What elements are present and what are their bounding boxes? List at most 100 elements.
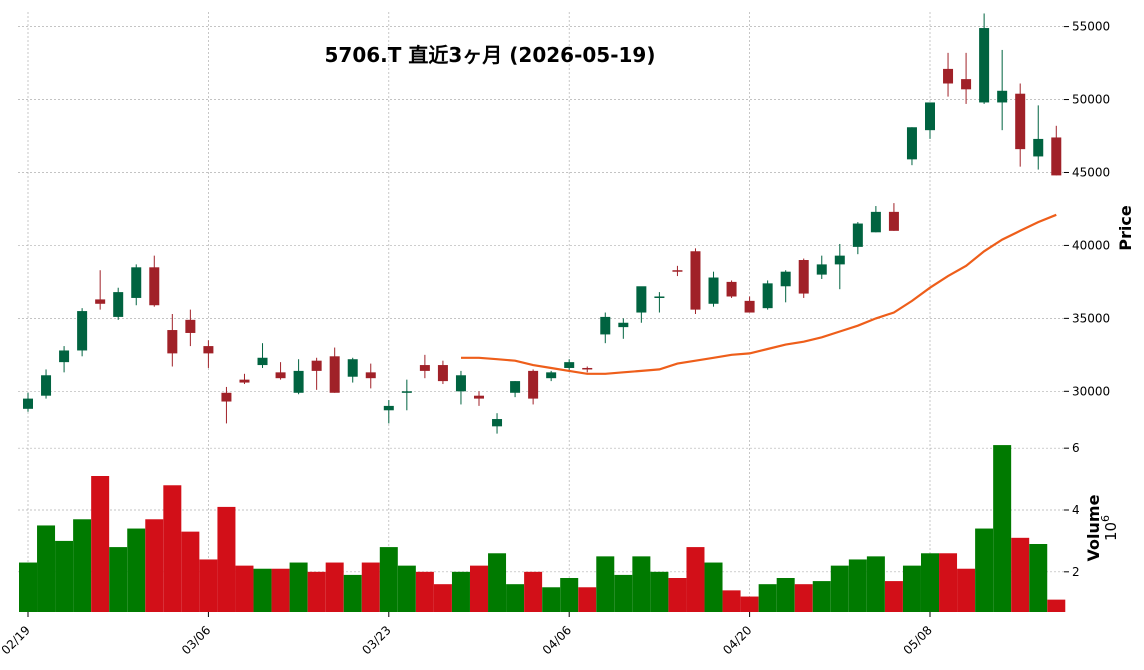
candle bbox=[131, 264, 142, 306]
candle bbox=[654, 292, 665, 313]
candle bbox=[492, 413, 503, 434]
candle-body bbox=[798, 260, 809, 294]
candle-body bbox=[636, 286, 647, 313]
candle-body bbox=[816, 264, 827, 275]
candle bbox=[347, 357, 358, 383]
volume-bar bbox=[1011, 537, 1030, 612]
volume-bar bbox=[596, 556, 615, 612]
candle bbox=[329, 347, 340, 393]
volume-bar bbox=[812, 581, 831, 612]
volume-axis-label: Volume bbox=[1084, 494, 1103, 561]
candle-body bbox=[257, 357, 268, 366]
candle bbox=[474, 391, 484, 406]
volume-bar bbox=[451, 571, 470, 612]
date-tick-label: 05/08 bbox=[901, 623, 935, 657]
candle bbox=[943, 52, 954, 97]
candle-body bbox=[221, 392, 232, 402]
candle-body bbox=[888, 211, 899, 231]
candle-body bbox=[726, 281, 737, 297]
candle-body bbox=[275, 372, 286, 379]
volume-tick-label: 6 bbox=[1072, 441, 1080, 455]
candle bbox=[95, 270, 106, 310]
volume-bar bbox=[109, 547, 128, 612]
candle bbox=[1015, 83, 1026, 167]
candle-body bbox=[708, 277, 719, 304]
volume-bar bbox=[361, 562, 380, 612]
candle bbox=[708, 271, 719, 307]
volume-bar bbox=[560, 578, 579, 612]
volume-bar bbox=[794, 584, 813, 612]
candle-body bbox=[906, 127, 917, 160]
date-axis-ticks: 02/19 03/06 03/23 04/06 04/20 05/08 bbox=[0, 612, 935, 657]
volume-bar bbox=[884, 581, 903, 612]
candle bbox=[167, 313, 178, 367]
candle bbox=[600, 312, 611, 344]
volume-multiplier-exponent: 6 bbox=[1099, 515, 1112, 522]
volume-bar bbox=[921, 553, 939, 612]
candle-body bbox=[780, 271, 791, 287]
candle bbox=[546, 370, 557, 382]
volume-bar bbox=[578, 587, 597, 612]
candle bbox=[906, 127, 917, 166]
volume-bar bbox=[902, 565, 921, 612]
candle-body bbox=[41, 375, 52, 396]
candle bbox=[690, 248, 701, 314]
candle-body bbox=[149, 267, 160, 306]
candle bbox=[726, 280, 737, 298]
volume-bar bbox=[181, 531, 200, 612]
volume-bar bbox=[199, 559, 218, 612]
volume-bar bbox=[722, 590, 741, 612]
volume-bar bbox=[993, 445, 1012, 612]
candle bbox=[293, 359, 304, 395]
candle-body bbox=[870, 211, 881, 233]
candle-body bbox=[131, 267, 142, 298]
volume-bar bbox=[957, 568, 976, 612]
candle bbox=[979, 13, 990, 104]
volume-bar bbox=[470, 565, 488, 612]
date-tick-label: 02/19 bbox=[0, 623, 33, 657]
price-tick-label: 55000 bbox=[1072, 20, 1110, 34]
candle-body bbox=[167, 330, 178, 354]
volume-bar bbox=[866, 556, 885, 612]
candle bbox=[257, 343, 268, 368]
volume-bar bbox=[975, 528, 994, 612]
candle-body bbox=[437, 365, 448, 382]
volume-bar bbox=[415, 571, 434, 612]
volume-bar bbox=[37, 525, 56, 612]
volume-bar bbox=[776, 578, 795, 612]
candle-body bbox=[654, 296, 665, 298]
volume-bar bbox=[271, 568, 290, 612]
volume-bar bbox=[163, 485, 182, 612]
volume-bar bbox=[55, 540, 74, 612]
volume-bar bbox=[325, 562, 344, 612]
candle bbox=[221, 386, 232, 424]
candle bbox=[113, 287, 124, 320]
volume-bar bbox=[686, 547, 705, 612]
candle-body bbox=[1051, 137, 1062, 176]
volume-bar bbox=[289, 562, 308, 612]
candle-body bbox=[203, 346, 214, 354]
price-axis-label: Price bbox=[1116, 205, 1135, 251]
price-tick-label: 35000 bbox=[1072, 311, 1110, 325]
candle bbox=[636, 286, 647, 323]
candle-body bbox=[383, 405, 394, 411]
candle-body bbox=[762, 283, 773, 309]
candle bbox=[149, 255, 160, 307]
volume-tick-label: 2 bbox=[1072, 565, 1080, 579]
candle bbox=[564, 359, 575, 371]
candle-body bbox=[834, 255, 845, 265]
candle bbox=[437, 360, 448, 385]
candle-body bbox=[329, 356, 340, 393]
candle bbox=[528, 369, 539, 405]
candle-body bbox=[997, 90, 1008, 103]
volume-bar bbox=[614, 574, 633, 612]
candle-body bbox=[474, 395, 484, 399]
candle-body bbox=[690, 251, 701, 310]
candle bbox=[365, 363, 376, 389]
candle-body bbox=[95, 299, 106, 304]
candle bbox=[455, 370, 466, 405]
candle bbox=[618, 318, 629, 339]
volume-bar bbox=[668, 578, 687, 612]
chart-title: 5706.T 直近3ヶ月 (2026-05-19) bbox=[325, 43, 656, 67]
candle bbox=[852, 222, 863, 255]
